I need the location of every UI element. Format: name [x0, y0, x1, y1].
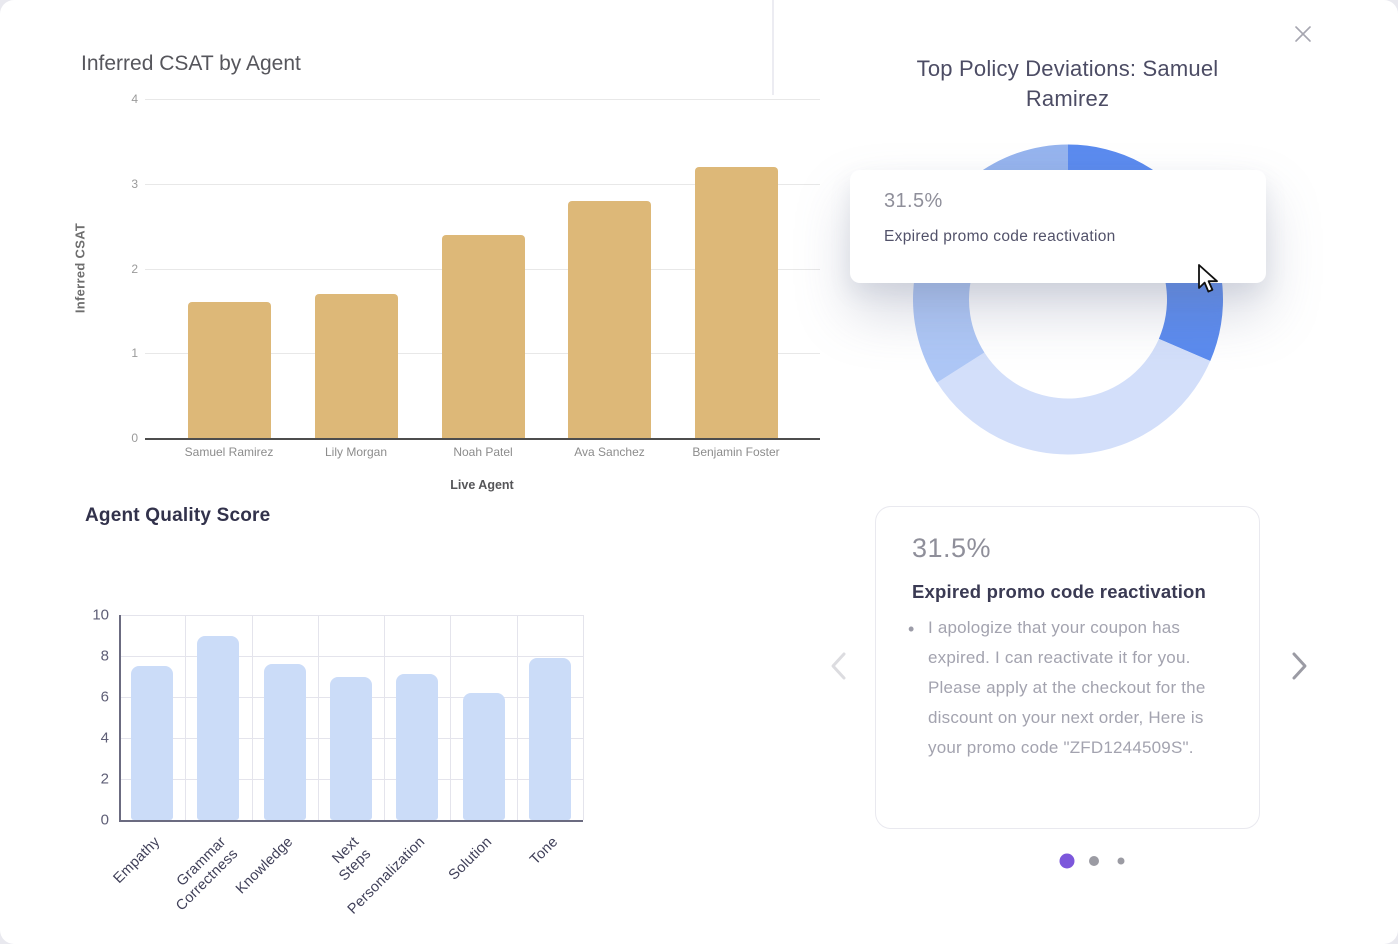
quality-chart-title: Agent Quality Score	[85, 505, 271, 526]
carousel-dot-2[interactable]	[1089, 856, 1099, 866]
csat-x-tick-label: Samuel Ramirez	[184, 445, 274, 459]
donut-slice-2[interactable]	[913, 260, 985, 383]
tooltip-label: Expired promo code reactivation	[884, 228, 1116, 245]
chevron-right-icon	[1292, 652, 1307, 680]
close-button[interactable]	[1292, 23, 1314, 45]
carousel-dot-1-active[interactable]	[1059, 853, 1075, 869]
quality-v-gridline	[185, 615, 187, 820]
quality-y-axis-line	[119, 615, 121, 822]
quality-v-gridline	[251, 615, 253, 820]
deviation-detail-card: 31.5% Expired promo code reactivation • …	[875, 506, 1260, 829]
quality-bar-2[interactable]	[263, 664, 306, 820]
policy-panel-title-line1: Top Policy Deviations: Samuel	[916, 56, 1219, 81]
csat-y-axis-label: Inferred CSAT	[72, 222, 88, 314]
csat-x-tick-label: Ava Sanchez	[574, 445, 645, 459]
mouse-cursor-icon	[1198, 264, 1218, 293]
csat-y-tick-label: 3	[131, 176, 138, 191]
csat-x-axis-label: Live Agent	[450, 478, 514, 492]
quality-h-gridline	[119, 656, 583, 657]
csat-x-tick-label: Benjamin Foster	[692, 445, 780, 459]
quality-v-gridline	[450, 615, 452, 820]
quality-x-tick-line: Tone	[527, 834, 562, 869]
csat-bar-1[interactable]	[314, 293, 398, 438]
quality-v-gridline	[384, 615, 386, 820]
csat-bar-0[interactable]	[187, 302, 271, 438]
card-bullet-text: I apologize that your coupon has expired…	[928, 618, 1206, 757]
csat-bar-2[interactable]	[441, 234, 525, 438]
quality-h-gridline	[119, 615, 583, 616]
csat-gridline	[145, 183, 820, 185]
quality-bar-5[interactable]	[462, 692, 505, 820]
quality-x-tick-label: Tone	[437, 834, 562, 944]
quality-y-tick-label: 6	[100, 688, 109, 706]
quality-y-tick-label: 4	[100, 729, 109, 747]
csat-chart-title: Inferred CSAT by Agent	[81, 52, 301, 75]
csat-x-axis-line	[145, 438, 820, 440]
quality-v-gridline	[516, 615, 518, 820]
donut-tooltip: 31.5% Expired promo code reactivation	[850, 170, 1266, 283]
carousel-prev-button[interactable]	[824, 648, 854, 684]
policy-panel-title-line2: Ramirez	[1025, 86, 1110, 111]
carousel-dots	[1056, 852, 1136, 870]
quality-v-gridline	[583, 615, 584, 820]
carousel-next-button[interactable]	[1284, 648, 1314, 684]
background-panel-edge	[772, 0, 774, 95]
quality-y-tick-label: 10	[92, 606, 109, 624]
csat-y-tick-label: 1	[131, 346, 138, 361]
quality-v-gridline	[317, 615, 319, 820]
quality-bar-3[interactable]	[330, 676, 372, 820]
csat-x-tick-label: Lily Morgan	[324, 445, 388, 459]
quality-x-tick-label: Grammar Correctness	[105, 834, 242, 944]
quality-y-tick-label: 8	[100, 647, 109, 665]
quality-y-tick-label: 0	[100, 811, 109, 829]
policy-panel-title: Top Policy Deviations: Samuel Ramirez	[875, 54, 1260, 114]
csat-gridline	[145, 99, 820, 100]
quality-x-tick-label: Next Steps	[238, 834, 375, 944]
csat-x-tick-label: Noah Patel	[453, 445, 513, 459]
quality-bar-6[interactable]	[528, 658, 571, 820]
csat-bar-4[interactable]	[694, 166, 778, 438]
quality-x-axis-line	[119, 820, 583, 822]
csat-y-tick-label: 4	[131, 92, 138, 106]
csat-y-tick-label: 2	[131, 261, 138, 276]
bullet-icon: •	[908, 619, 915, 639]
csat-bar-3[interactable]	[568, 200, 651, 438]
tooltip-percent: 31.5%	[884, 190, 943, 212]
card-percent: 31.5%	[912, 533, 992, 563]
chevron-left-icon	[831, 652, 846, 680]
csat-y-tick-label: 0	[131, 431, 138, 445]
carousel-dot-3[interactable]	[1117, 857, 1125, 865]
quality-y-tick-label: 2	[100, 770, 109, 788]
card-title: Expired promo code reactivation	[912, 581, 1207, 602]
donut-slice-1[interactable]	[937, 338, 1211, 455]
quality-bar-4[interactable]	[396, 674, 439, 820]
close-icon	[1295, 26, 1311, 42]
quality-bar-1[interactable]	[197, 635, 240, 820]
quality-bar-0[interactable]	[131, 666, 174, 820]
